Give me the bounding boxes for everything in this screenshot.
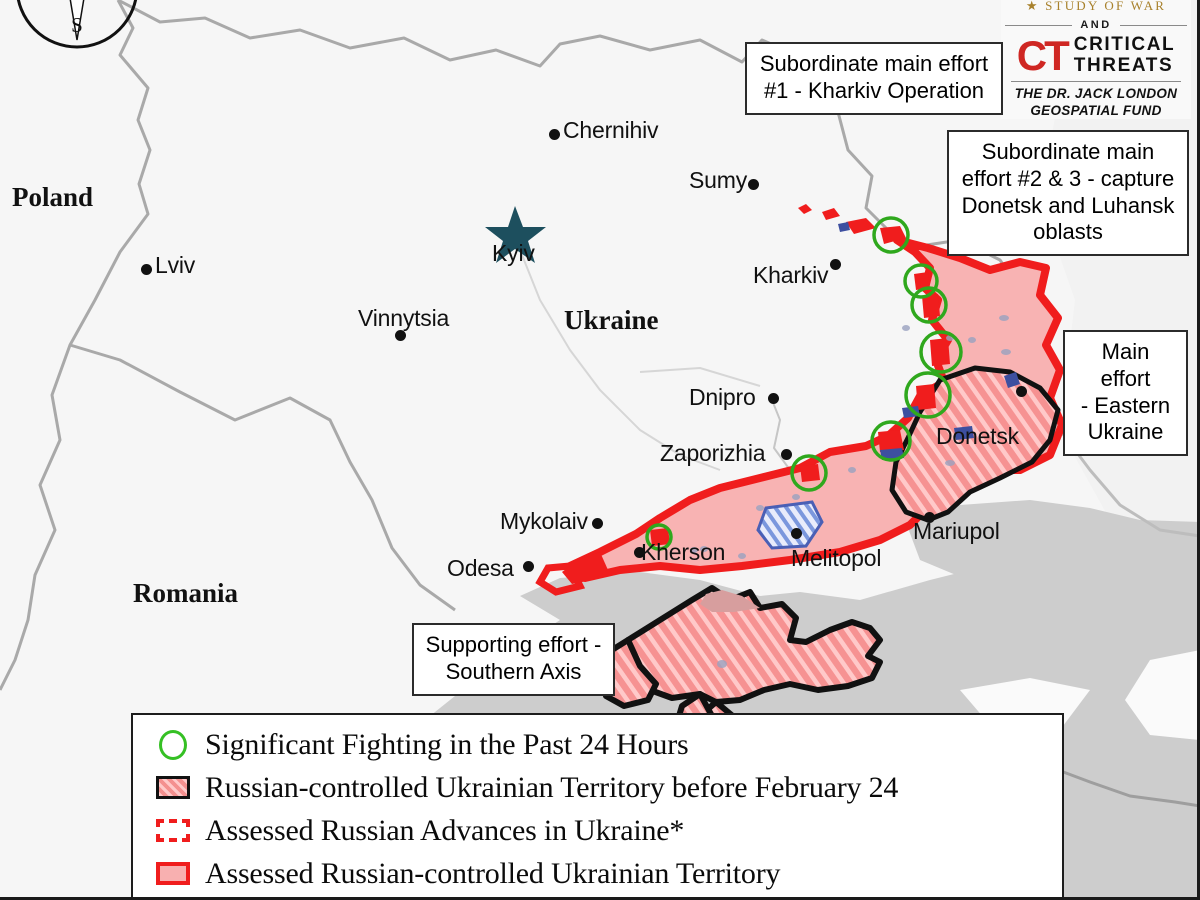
rule-right [1119, 24, 1187, 26]
fighting-circle-4 [919, 330, 963, 374]
legend-row-3: Assessed Russian Advances in Ukraine* [151, 809, 1062, 852]
ct-line-1: CRITICAL [1073, 34, 1176, 55]
fighting-circle-8 [645, 523, 673, 551]
callout-southern-axis: Supporting effort - Southern Axis [412, 623, 615, 696]
crimea-area [625, 585, 883, 705]
fighting-circle-3 [910, 286, 948, 324]
fighting-circle-2 [903, 263, 939, 299]
legend-label-2: Russian-controlled Ukrainian Territory b… [205, 770, 899, 804]
reported-claim-area [756, 500, 824, 550]
red-dashed-icon [156, 819, 190, 842]
isw-critical-threats-logo: ★ STUDY OF WAR AND CT CRITICAL THREATS T… [1001, 0, 1191, 119]
legend-swatch-4 [151, 862, 195, 885]
map-legend: Significant Fighting in the Past 24 Hour… [131, 713, 1064, 897]
city-dot-lviv [141, 264, 152, 275]
fighting-circle-1 [872, 216, 910, 254]
settlement-marks [690, 315, 1011, 668]
compass-rose: S [16, 0, 138, 49]
logo-and-divider: AND [1005, 19, 1187, 31]
legend-label-3: Assessed Russian Advances in Ukraine* [205, 813, 685, 847]
legend-row-2: Russian-controlled Ukrainian Territory b… [151, 766, 1062, 809]
city-dot-chernihiv [549, 129, 560, 140]
country-borders [0, 0, 1197, 808]
fighting-circle-5 [904, 371, 952, 419]
crimea-isthmus [700, 590, 760, 612]
legend-label-1: Significant Fighting in the Past 24 Hour… [205, 727, 689, 761]
callout-donetsk-luhansk: Subordinate main effort #2 & 3 - capture… [947, 130, 1189, 257]
pink-hatch-icon [156, 776, 190, 799]
legend-swatch-3 [151, 819, 195, 842]
city-dot-mariupol [924, 512, 935, 523]
legend-swatch-2 [151, 776, 195, 799]
compass-south-label: S [71, 13, 83, 37]
city-dot-kharkiv [830, 259, 841, 270]
fund-line-1: THE DR. JACK LONDON [1014, 86, 1178, 102]
red-solid-fill-icon [156, 862, 190, 885]
legend-row-4: Assessed Russian-controlled Ukrainian Te… [151, 852, 1062, 895]
azov-inlet [1125, 650, 1197, 740]
city-dot-dnipro [768, 393, 779, 404]
legend-row-1: Significant Fighting in the Past 24 Hour… [151, 723, 1062, 766]
isw-wordmark: ★ STUDY OF WAR [1025, 0, 1167, 13]
kherson-advance [535, 562, 586, 596]
fighting-circles-group [645, 216, 963, 551]
fund-line-2: GEOSPATIAL FUND [1030, 102, 1162, 118]
fund-credit: THE DR. JACK LONDON GEOSPATIAL FUND [1001, 86, 1191, 119]
kyiv-capital-star [485, 206, 546, 263]
logo-rule-bottom [1011, 81, 1181, 83]
city-dot-sumy [748, 179, 759, 190]
green-circle-icon [159, 729, 187, 760]
ct-monogram-icon: CT [1016, 31, 1070, 79]
city-dot-mykolaiv [592, 518, 603, 529]
city-dot-donetsk [1016, 386, 1027, 397]
city-dot-odesa [523, 561, 534, 572]
callout-eastern-ukraine: Main effort - Eastern Ukraine [1063, 330, 1188, 457]
ct-wordmark: CRITICAL THREATS [1073, 34, 1176, 76]
sea-of-azov [905, 500, 1197, 600]
legend-swatch-1 [151, 729, 195, 760]
city-dot-kherson [634, 547, 645, 558]
city-dot-vinnytsia [395, 330, 406, 341]
and-label: AND [1080, 19, 1112, 31]
callout-kharkiv-operation: Subordinate main effort #1 - Kharkiv Ope… [745, 42, 1003, 115]
city-dot-melitopol [791, 528, 802, 539]
fighting-circle-6 [870, 420, 912, 462]
city-dot-zaporizhia [781, 449, 792, 460]
legend-label-4: Assessed Russian-controlled Ukrainian Te… [205, 856, 781, 890]
rule-left [1005, 24, 1073, 26]
ct-line-2: THREATS [1073, 54, 1174, 76]
assessed-russian-advances [650, 204, 950, 546]
ct-logo-row: CT CRITICAL THREATS [1001, 31, 1191, 79]
fighting-circle-7 [790, 454, 828, 492]
